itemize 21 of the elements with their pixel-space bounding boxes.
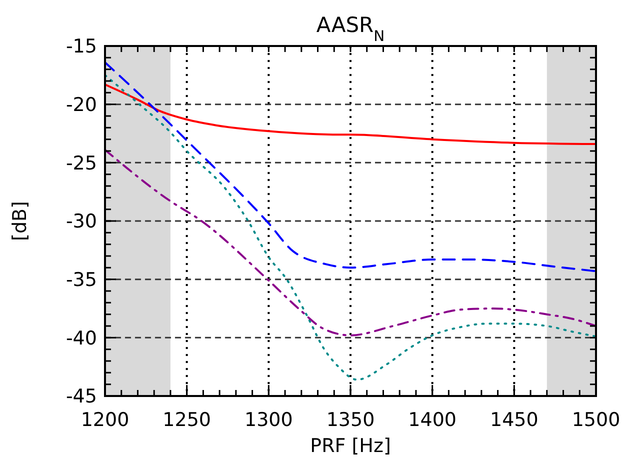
x-tick-label: 1350 [326, 409, 375, 431]
x-tick-label: 1250 [162, 409, 212, 431]
line-series [104, 61, 597, 272]
y-tick-label: -15 [66, 36, 97, 58]
y-tick-label: -40 [66, 327, 97, 350]
line-series [104, 74, 597, 381]
chart-title: AASR$_{N}$ [316, 13, 385, 44]
x-tick-label: 1400 [408, 409, 457, 431]
y-tick-label: -20 [66, 94, 97, 116]
line-series [104, 148, 597, 336]
y-tick-label: -35 [66, 268, 97, 291]
y-axis-title: [dB] [9, 201, 31, 241]
line-series [104, 84, 597, 145]
x-tick-label: 1450 [490, 409, 538, 431]
x-tick-label: 1200 [80, 409, 130, 431]
y-tick-label: -30 [66, 210, 97, 233]
x-axis-title: PRF [Hz] [310, 435, 391, 457]
x-tick-label: 1500 [572, 409, 620, 431]
y-tick-label: -45 [66, 386, 97, 408]
y-tick-label: -25 [66, 152, 97, 174]
x-tick-label: 1300 [244, 409, 293, 431]
